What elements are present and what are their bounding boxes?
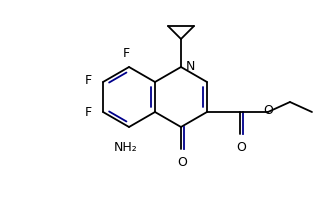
Text: F: F: [85, 74, 92, 88]
Text: O: O: [177, 156, 187, 169]
Text: F: F: [85, 107, 92, 120]
Text: O: O: [236, 141, 246, 154]
Text: F: F: [122, 47, 129, 60]
Text: O: O: [263, 104, 273, 117]
Text: NH₂: NH₂: [114, 141, 138, 154]
Text: N: N: [186, 60, 195, 74]
